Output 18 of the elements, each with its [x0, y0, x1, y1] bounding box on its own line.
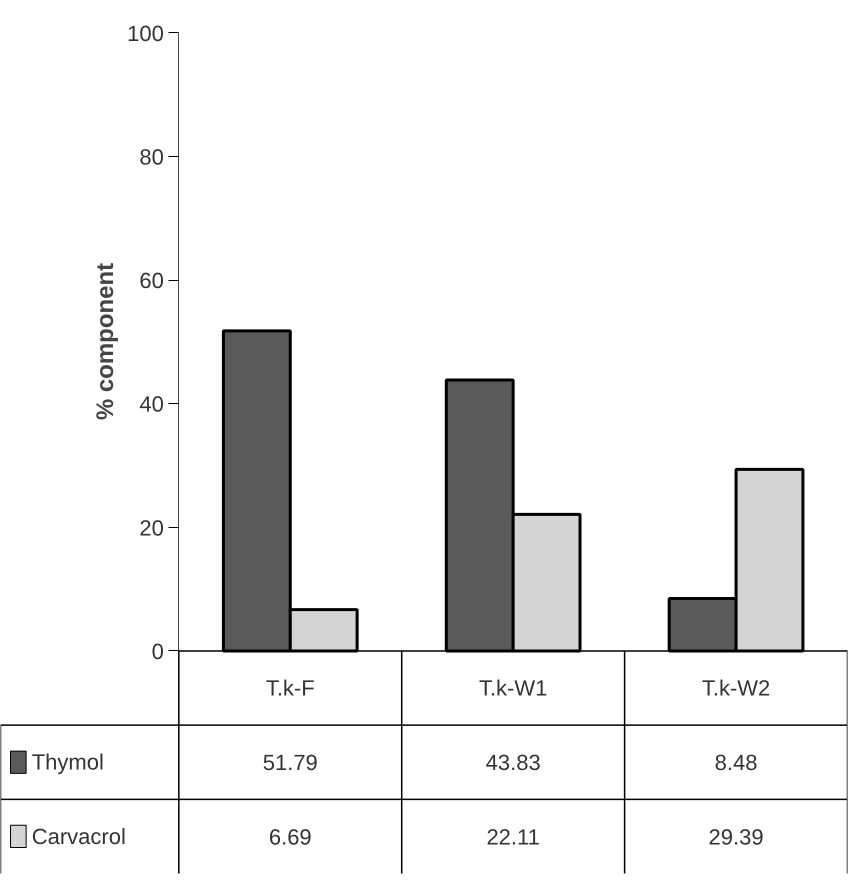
x-tick-label: T.k-W2 — [702, 676, 770, 701]
data-label: 6.69 — [268, 824, 312, 850]
y-axis-title: % component — [92, 262, 119, 420]
x-tick-label: T.k-W1 — [478, 676, 548, 701]
y-tick-label: 100 — [127, 20, 164, 46]
legend-label: Carvacrol — [32, 824, 126, 849]
data-label: 43.83 — [486, 750, 541, 776]
x-tick-label: T.k-F — [266, 676, 315, 701]
y-tick-label: 80 — [139, 144, 164, 170]
y-tick-label: 40 — [139, 392, 164, 417]
data-label: 51.79 — [262, 750, 318, 776]
y-tick-label: 20 — [139, 515, 164, 540]
data-label: 22.11 — [486, 824, 540, 850]
data-label: 29.39 — [708, 824, 764, 850]
y-tick-label: 0 — [152, 638, 164, 664]
data-label: 8.48 — [714, 750, 758, 776]
y-tick-label: 60 — [139, 268, 164, 294]
legend-label: Thymol — [32, 750, 104, 775]
